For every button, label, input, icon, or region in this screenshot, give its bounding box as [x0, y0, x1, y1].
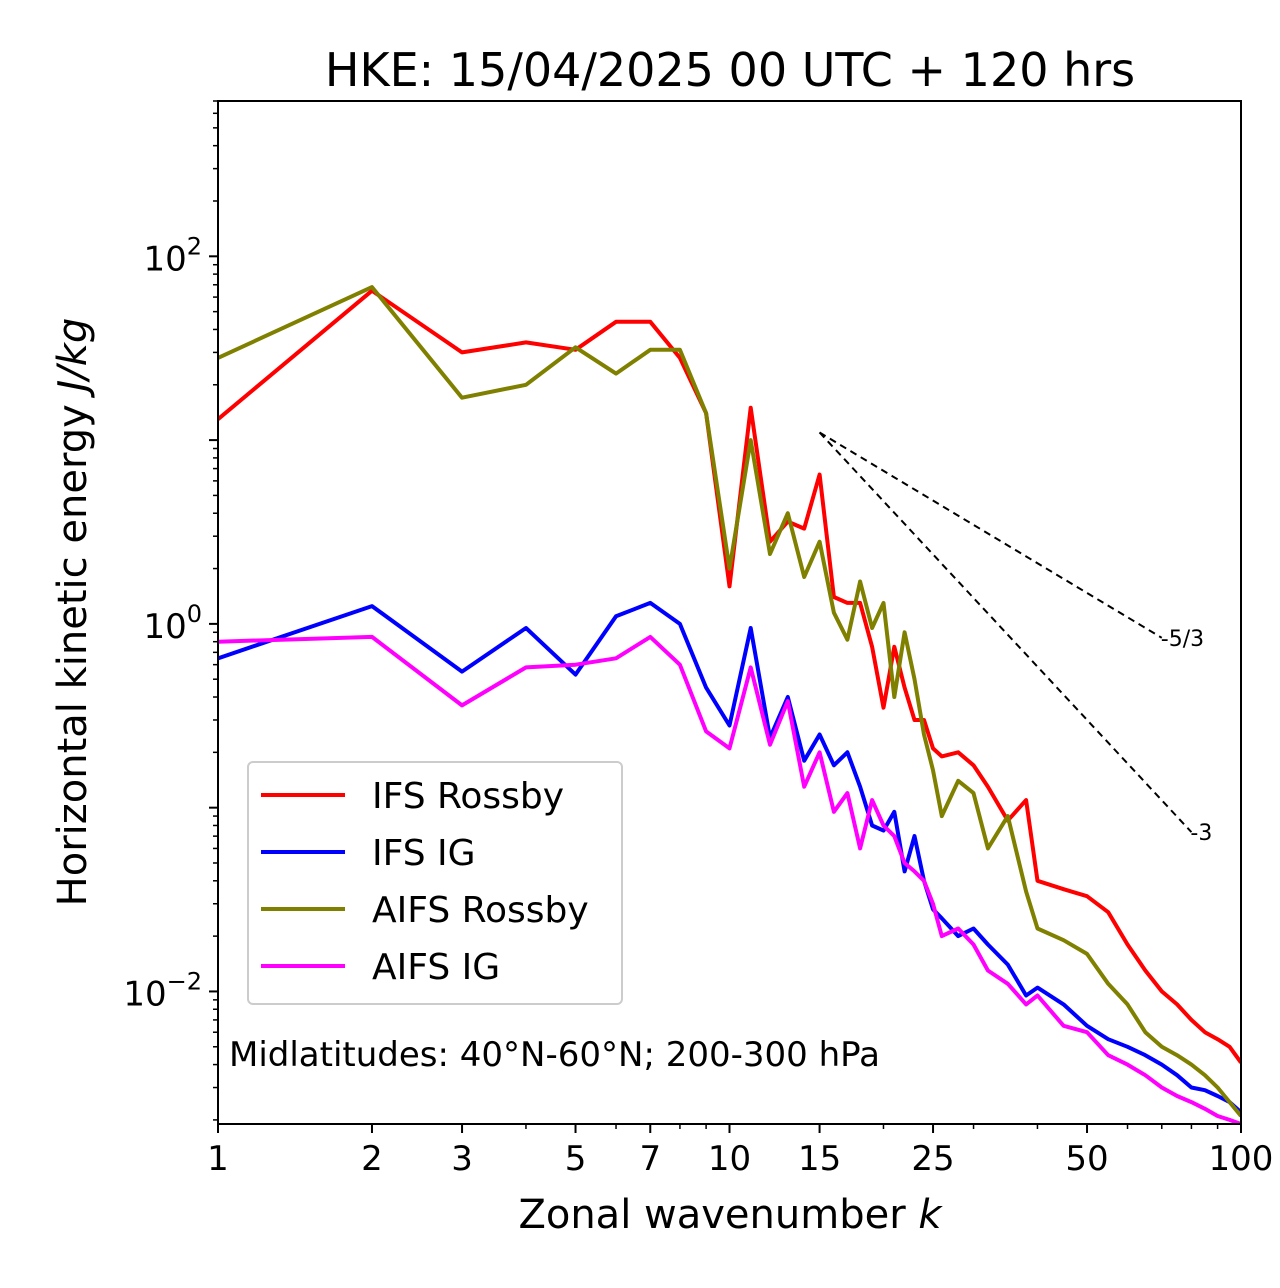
legend: IFS Rossby IFS IG AIFS Rossby AIFS IG	[247, 761, 623, 1005]
series-line-0	[218, 288, 1241, 1064]
y-tick-label: 102	[143, 232, 202, 279]
x-tick-label: 7	[639, 1139, 661, 1179]
x-tick-label: 100	[1209, 1139, 1274, 1179]
series-line-1	[218, 600, 1241, 1114]
reference-lines: -5/3 -3	[818, 431, 1212, 846]
reference-line-label-0: -5/3	[1161, 627, 1204, 652]
x-axis-label-text: Zonal wavenumber	[518, 1192, 906, 1238]
y-tick-label: 10−2	[123, 967, 202, 1014]
reference-line-0	[819, 431, 1163, 639]
x-tick-label: 1	[207, 1139, 229, 1179]
plot-frame	[217, 100, 1242, 1125]
series-layer	[218, 285, 1241, 1124]
legend-label-1: IFS IG	[372, 833, 476, 874]
reference-line-1	[818, 431, 1193, 833]
y-tick-label: 100	[143, 600, 202, 647]
x-tick-label: 10	[708, 1139, 751, 1179]
axis-ticks: 1 2 3 5 7 10 15 25 50 100 10−2 100 102	[123, 100, 1274, 1179]
legend-label-2: AIFS Rossby	[372, 890, 589, 931]
reference-line-label-1: -3	[1190, 821, 1212, 846]
x-tick-label: 3	[451, 1139, 473, 1179]
x-axis-label: Zonal wavenumber k	[518, 1192, 943, 1238]
legend-label-3: AIFS IG	[372, 947, 500, 988]
legend-label-0: IFS Rossby	[372, 776, 564, 817]
y-axis-label: Horizontal kinetic energy J/kg	[50, 318, 96, 907]
y-axis-label-text: Horizontal kinetic energy	[50, 404, 96, 906]
y-axis-label-unit: J/kg	[50, 318, 96, 399]
x-tick-label: 2	[361, 1139, 383, 1179]
x-tick-label: 25	[911, 1139, 954, 1179]
x-tick-label: 15	[798, 1139, 841, 1179]
region-annotation: Midlatitudes: 40°N-60°N; 200-300 hPa	[229, 1035, 880, 1075]
series-line-2	[218, 285, 1241, 1118]
x-tick-label: 50	[1065, 1139, 1108, 1179]
series-line-3	[218, 634, 1241, 1124]
x-axis-label-var: k	[918, 1192, 943, 1238]
chart-title: HKE: 15/04/2025 00 UTC + 120 hrs	[325, 43, 1135, 97]
legend-box	[247, 761, 623, 1005]
x-tick-label: 5	[565, 1139, 587, 1179]
